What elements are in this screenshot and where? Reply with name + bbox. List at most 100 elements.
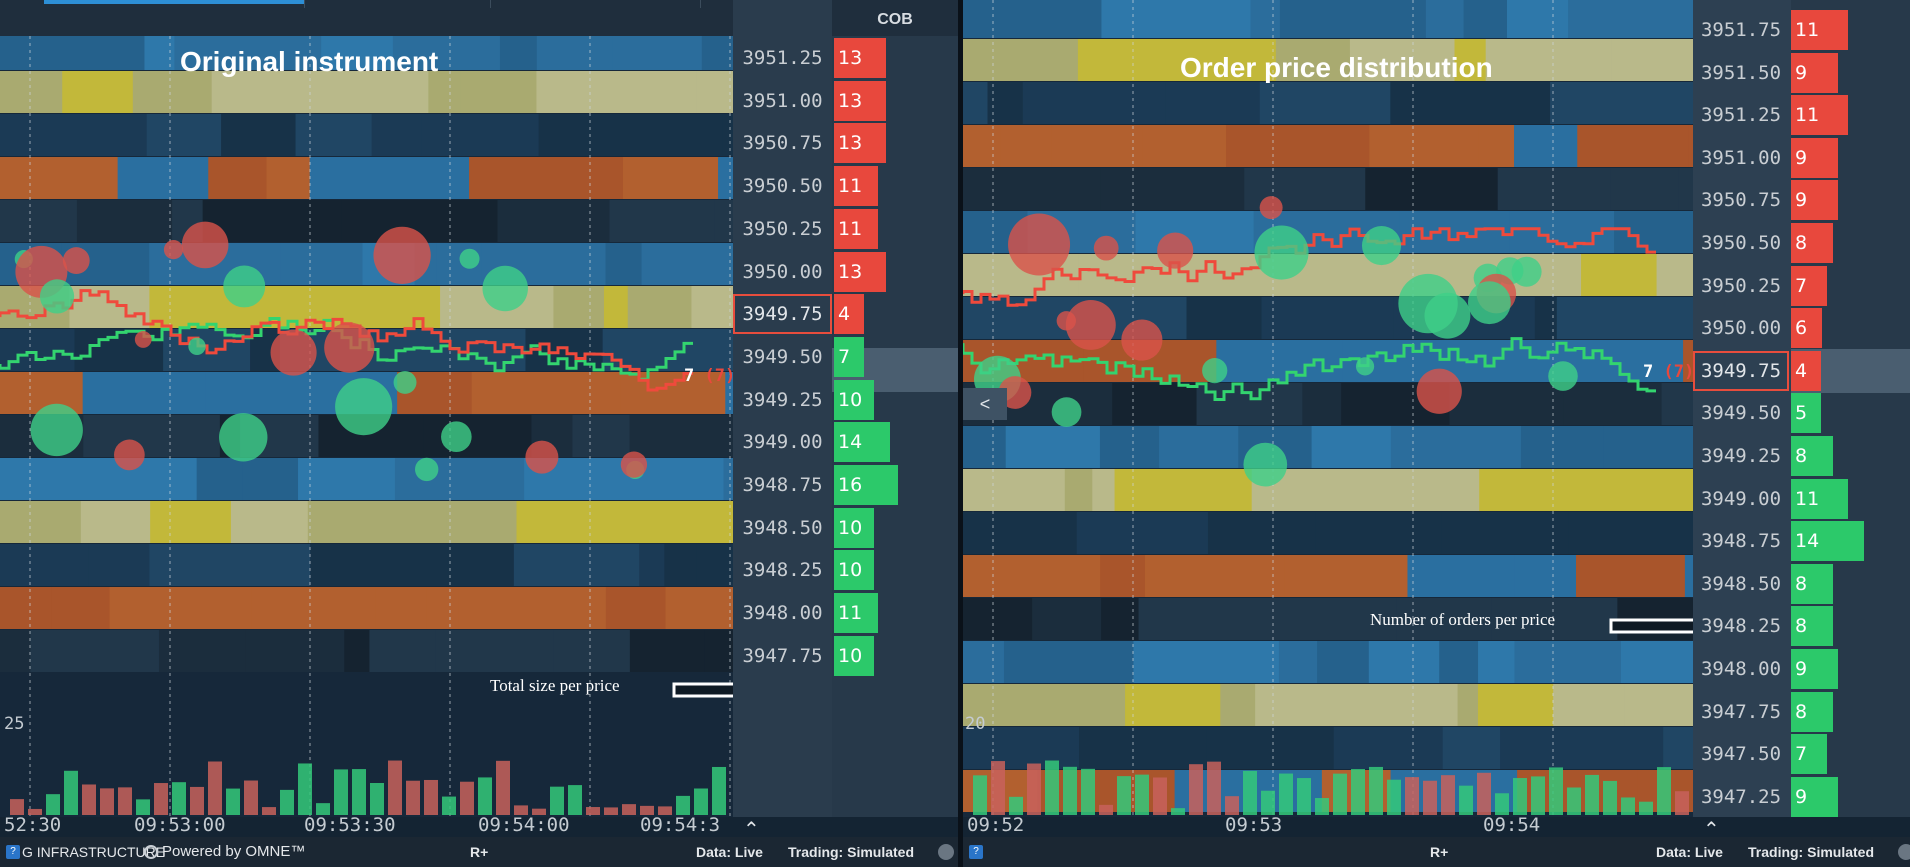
- ladder-row[interactable]: 3948.25 10: [733, 550, 958, 592]
- trade-bubble: [30, 403, 83, 457]
- heatmap-cell: [82, 372, 207, 414]
- heatmap-cell: [963, 82, 989, 124]
- volume-bar: [496, 760, 510, 815]
- trade-bubble: [1056, 311, 1076, 331]
- ladder-row[interactable]: 3949.50 5: [1693, 393, 1910, 435]
- left-chart-title: Original instrument: [180, 46, 439, 77]
- ladder-row[interactable]: 3949.75 4: [733, 294, 958, 336]
- rplus-indicator[interactable]: R+: [470, 844, 489, 860]
- ladder-row[interactable]: 3950.50 8: [1693, 223, 1910, 265]
- ladder-row[interactable]: 3949.00 14: [733, 422, 958, 464]
- ladder-row[interactable]: 3951.50 9: [1693, 52, 1910, 95]
- heatmap-cell: [471, 372, 622, 414]
- left-annotation-text: Total size per price: [490, 676, 620, 695]
- ladder-row[interactable]: 3947.75 8: [1693, 691, 1910, 734]
- heatmap-cell: [0, 114, 148, 156]
- ladder-row[interactable]: 3948.75 16: [733, 465, 958, 507]
- volume-bar: [1549, 767, 1563, 815]
- ladder-row[interactable]: 3949.25 8: [1693, 436, 1910, 478]
- ask-size-bar: 13: [834, 123, 886, 164]
- scroll-up-icon[interactable]: ⌃: [743, 819, 760, 841]
- heatmap-cell: [280, 243, 364, 285]
- ladder-row[interactable]: 3950.50 11: [733, 166, 958, 208]
- ask-size-bar: 4: [834, 294, 864, 335]
- ladder-row[interactable]: 3951.25 11: [1693, 95, 1910, 137]
- bid-size-bar: 8: [1791, 606, 1833, 647]
- heatmap-cell: [1390, 426, 1522, 468]
- ladder-row[interactable]: 3951.25 13: [733, 38, 958, 80]
- heatmap-cell: [1051, 125, 1144, 167]
- bookmap-logo-icon: ?: [969, 845, 983, 859]
- volume-bar: [28, 808, 42, 815]
- volume-bar: [1387, 779, 1401, 815]
- trade-bubble: [188, 337, 206, 355]
- heatmap-cell: [1561, 254, 1583, 296]
- heatmap-cell: [963, 168, 1102, 210]
- data-status: Data: Live: [1656, 844, 1723, 860]
- heatmap-cell: [1206, 727, 1335, 769]
- collapse-panel-button[interactable]: <: [963, 388, 1007, 420]
- heatmap-cell: [1092, 469, 1116, 511]
- trade-bubble: [1065, 299, 1116, 350]
- ask-size-bar: 11: [834, 208, 878, 249]
- trade-bubble: [335, 378, 393, 436]
- heatmap-cell: [652, 286, 693, 328]
- ladder-row[interactable]: 3948.00 11: [733, 593, 958, 635]
- left-trade-size-label: 7 (7): [684, 366, 735, 386]
- volume-bar: [568, 785, 582, 815]
- ladder-row[interactable]: 3949.25 10: [733, 379, 958, 422]
- heatmap-cell: [1334, 684, 1459, 726]
- heatmap-cell: [963, 598, 1034, 640]
- trading-status: Trading: Simulated: [788, 844, 915, 860]
- ladder-row[interactable]: 3951.00 13: [733, 80, 958, 123]
- ladder-row[interactable]: 3950.75 13: [733, 123, 958, 165]
- ladder-row[interactable]: 3950.00 13: [733, 251, 958, 294]
- ladder-row[interactable]: 3948.25 8: [1693, 606, 1910, 648]
- ladder-row[interactable]: 3949.00 11: [1693, 478, 1910, 521]
- cob-header[interactable]: COB: [832, 0, 958, 36]
- left-heatmap-chart[interactable]: [0, 36, 733, 817]
- heatmap-cell: [298, 458, 396, 500]
- ladder-row[interactable]: 3947.50 7: [1693, 734, 1910, 776]
- ladder-row[interactable]: 3948.75 14: [1693, 521, 1910, 563]
- scroll-up-icon[interactable]: ⌃: [1703, 819, 1720, 841]
- left-chart-tab-bar: [0, 0, 832, 36]
- heatmap-cell: [1159, 426, 1240, 468]
- heatmap-cell: [612, 36, 703, 70]
- heatmap-cell: [987, 82, 1024, 124]
- right-price-ladder[interactable]: 3951.75 11 3951.50 9 3951.25 11 3951.00 9 3950.7…: [1693, 0, 1910, 840]
- ladder-row[interactable]: 3948.50 10: [733, 507, 958, 550]
- heatmap-cell: [426, 587, 460, 629]
- heatmap-cell: [1112, 383, 1198, 425]
- right-heatmap-chart[interactable]: [963, 0, 1693, 817]
- heatmap-cell: [1337, 555, 1409, 597]
- ladder-row[interactable]: 3949.50 7: [733, 336, 958, 379]
- ladder-row[interactable]: 3948.00 9: [1693, 649, 1910, 691]
- ladder-row[interactable]: 3951.75 11: [1693, 10, 1910, 52]
- volume-bar: [622, 804, 636, 815]
- ladder-row[interactable]: 3950.25 11: [733, 208, 958, 251]
- ladder-row[interactable]: 3949.75 4: [1693, 350, 1910, 393]
- heatmap-cell: [701, 36, 733, 70]
- ladder-row[interactable]: 3950.75 9: [1693, 180, 1910, 222]
- heatmap-cell: [963, 426, 1007, 468]
- heatmap-cell: [1208, 39, 1277, 81]
- ladder-row[interactable]: 3951.00 9: [1693, 137, 1910, 180]
- ladder-row[interactable]: 3950.00 6: [1693, 308, 1910, 350]
- ladder-row[interactable]: 3948.50 8: [1693, 563, 1910, 606]
- ladder-row[interactable]: 3947.25 9: [1693, 776, 1910, 819]
- volume-bar: [316, 803, 330, 815]
- rplus-indicator[interactable]: R+: [1430, 844, 1449, 860]
- right-time-label: 09:52: [967, 814, 1025, 836]
- price-cell: 3947.50: [1700, 743, 1782, 766]
- bid-size-bar: 8: [1791, 691, 1833, 732]
- heatmap-cell: [310, 544, 449, 586]
- active-tab-indicator[interactable]: [44, 0, 304, 4]
- heatmap-cell: [205, 372, 297, 414]
- ladder-row[interactable]: 3947.75 10: [733, 635, 958, 678]
- heatmap-cell: [602, 329, 733, 371]
- left-price-ladder[interactable]: COB 3951.25 13 3951.00 13 3950.75 13 3950.50 11…: [733, 0, 958, 840]
- bid-size-bar: 7: [834, 336, 864, 377]
- ladder-row[interactable]: 3950.25 7: [1693, 265, 1910, 308]
- heatmap-cell: [641, 243, 733, 285]
